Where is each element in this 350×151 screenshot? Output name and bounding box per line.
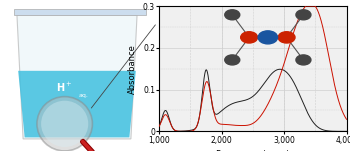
Circle shape	[296, 55, 311, 65]
Circle shape	[296, 10, 311, 20]
Circle shape	[225, 10, 240, 20]
Circle shape	[258, 31, 278, 44]
Polygon shape	[18, 71, 136, 137]
Text: H$^+$: H$^+$	[56, 81, 73, 94]
Circle shape	[278, 32, 295, 43]
Circle shape	[41, 101, 88, 147]
Text: aq.: aq.	[78, 93, 88, 98]
FancyBboxPatch shape	[14, 9, 146, 15]
Circle shape	[241, 32, 258, 43]
Circle shape	[225, 55, 240, 65]
X-axis label: Frequency (cm⁻¹): Frequency (cm⁻¹)	[216, 150, 290, 151]
Y-axis label: Absorbance: Absorbance	[128, 44, 138, 94]
Circle shape	[37, 97, 92, 151]
Polygon shape	[17, 15, 137, 139]
